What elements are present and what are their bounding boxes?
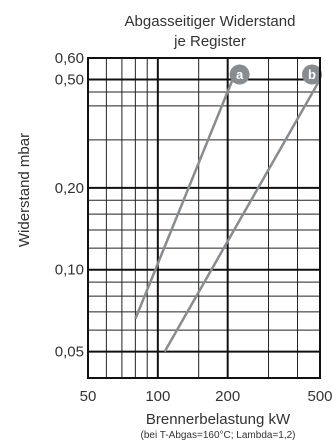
plot-frame bbox=[87, 57, 321, 379]
y-tick-label: 0,50 bbox=[55, 72, 84, 89]
y-tick-label: 0,05 bbox=[55, 344, 84, 361]
x-tick-labels: 50 100 200 500 bbox=[80, 388, 333, 405]
y-tick-labels: 0,05 0,10 0,20 0,50 0,60 bbox=[55, 50, 84, 361]
x-axis-note: (bei T-Abgas=160°C; Lambda=1,2) bbox=[140, 430, 295, 441]
y-tick-label: 0,60 bbox=[55, 50, 84, 67]
y-tick-label: 0,10 bbox=[55, 262, 84, 279]
series-badge-a bbox=[229, 64, 250, 85]
chart-title-line-1: Abgasseitiger Widerstand bbox=[125, 13, 296, 30]
x-axis-label: Brennerbelastung kW bbox=[146, 411, 291, 428]
chart-title-line-2: je Register bbox=[173, 33, 246, 50]
series-badge-label-a: a bbox=[236, 67, 244, 82]
x-tick-label: 200 bbox=[215, 388, 240, 405]
grid bbox=[87, 57, 321, 378]
series-line-a bbox=[134, 79, 234, 320]
y-axis-label: Widerstand mbar bbox=[16, 133, 33, 247]
series-badge-b bbox=[302, 64, 322, 85]
series-badge-label-b: b bbox=[308, 67, 316, 82]
series-line-b bbox=[163, 78, 322, 353]
x-tick-label: 100 bbox=[145, 388, 170, 405]
x-tick-label: 500 bbox=[307, 388, 332, 405]
x-tick-label: 50 bbox=[80, 388, 97, 405]
y-tick-label: 0,20 bbox=[55, 180, 84, 197]
